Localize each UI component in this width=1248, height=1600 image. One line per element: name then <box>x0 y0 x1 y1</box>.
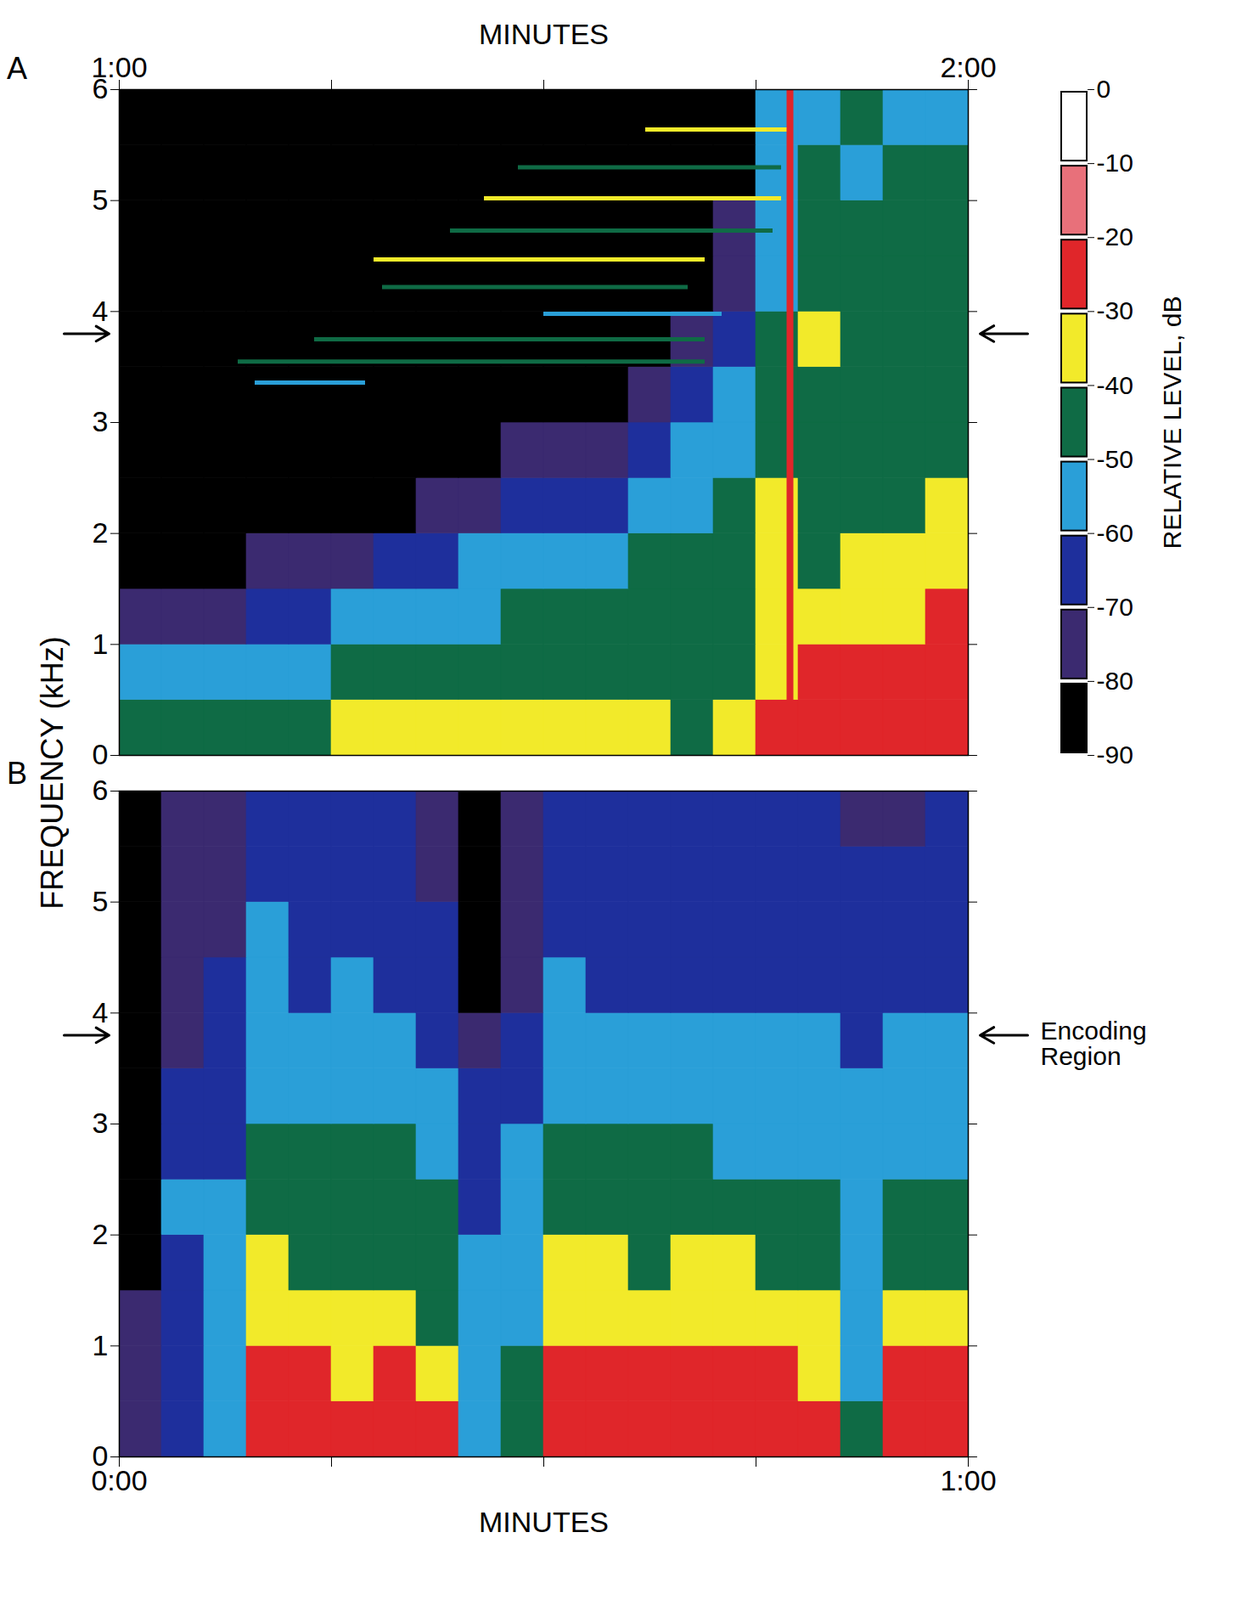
html-text:FREQUENCY (kHz): FREQUENCY (kHz) <box>34 636 70 910</box>
svg-text:6: 6 <box>92 72 109 105</box>
svg-text:2: 2 <box>92 516 109 549</box>
svg-text:0: 0 <box>92 737 109 771</box>
svg-text:5: 5 <box>92 183 109 216</box>
svg-text:2:00: 2:00 <box>939 50 996 84</box>
svg-text:RELATIVE LEVEL, dB: RELATIVE LEVEL, dB <box>1158 296 1187 550</box>
html-text:B: B <box>6 755 28 791</box>
svg-text:-90: -90 <box>1096 740 1134 769</box>
svg-text:-10: -10 <box>1096 148 1134 177</box>
svg-text:2: 2 <box>92 1217 109 1250</box>
svg-text:4: 4 <box>92 995 109 1029</box>
svg-text:1:00: 1:00 <box>91 50 148 83</box>
svg-text:-80: -80 <box>1096 666 1134 695</box>
svg-text:1: 1 <box>92 627 109 660</box>
svg-text:6: 6 <box>92 773 109 806</box>
svg-text:3: 3 <box>92 1106 109 1139</box>
svg-text:EncodingRegion: EncodingRegion <box>1040 1016 1147 1070</box>
svg-text:1: 1 <box>92 1328 109 1361</box>
svg-text:0:00: 0:00 <box>91 1463 148 1496</box>
svg-text:1:00: 1:00 <box>939 1463 996 1496</box>
svg-text:3: 3 <box>92 404 109 438</box>
html-text:A: A <box>6 50 28 86</box>
svg-text:4: 4 <box>92 294 109 327</box>
svg-text:MINUTES: MINUTES <box>478 17 609 51</box>
svg-text:5: 5 <box>92 884 109 917</box>
svg-text:-50: -50 <box>1096 444 1134 473</box>
svg-text:MINUTES: MINUTES <box>478 1505 609 1538</box>
svg-text:-60: -60 <box>1096 518 1134 547</box>
svg-text:-30: -30 <box>1096 296 1134 325</box>
svg-text:0: 0 <box>1096 74 1112 103</box>
svg-text:-20: -20 <box>1096 222 1134 251</box>
svg-text:-40: -40 <box>1096 371 1134 400</box>
svg-text:0: 0 <box>92 1439 109 1472</box>
svg-text:-70: -70 <box>1096 592 1134 621</box>
